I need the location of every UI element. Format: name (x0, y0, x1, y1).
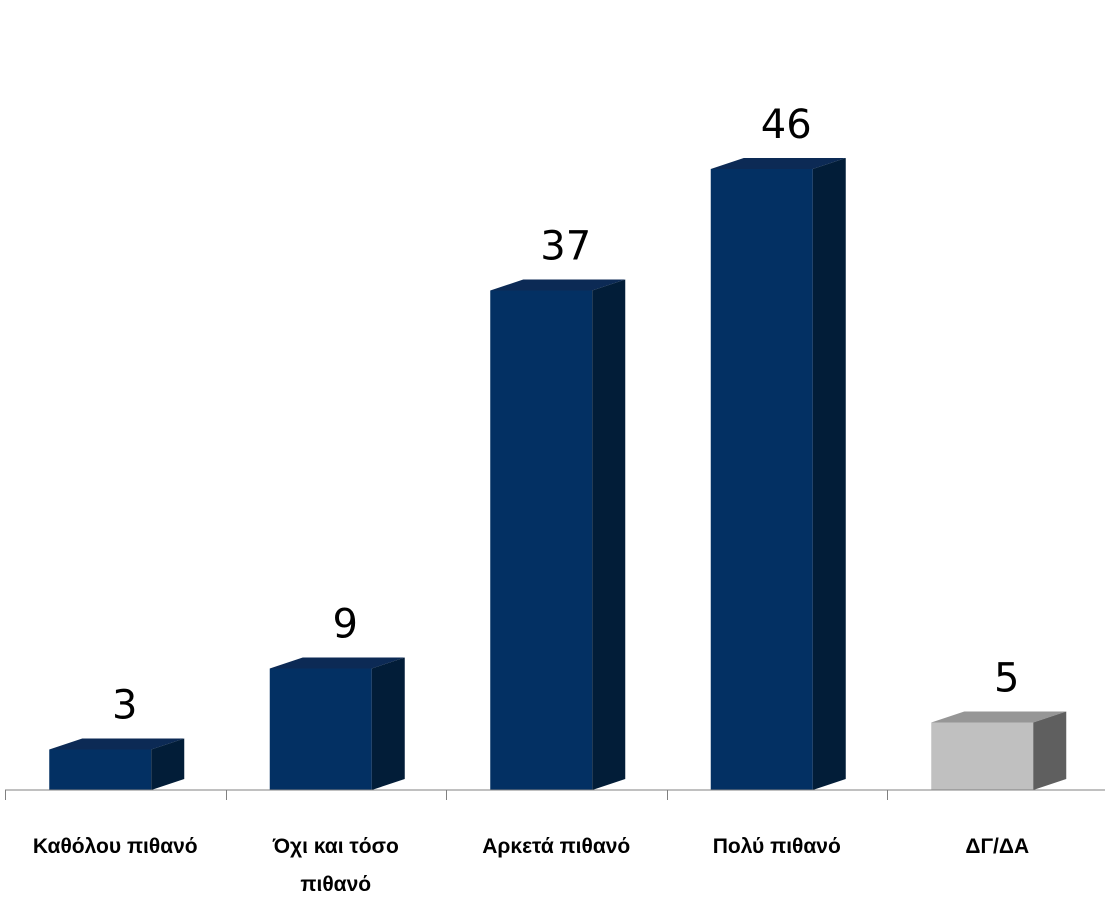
bar-side (151, 738, 185, 790)
bar-side (371, 657, 405, 790)
x-axis (5, 789, 1105, 800)
bar (931, 711, 1067, 790)
bar-front (49, 749, 152, 790)
bar-front (490, 290, 593, 790)
bar-top (710, 158, 846, 169)
bar (49, 738, 185, 790)
category-label: Καθόλου πιθανό (33, 835, 198, 858)
bar-side (592, 279, 626, 790)
bar-front (931, 722, 1034, 790)
bar-top (49, 738, 185, 750)
category-label: Αρκετά πιθανό (482, 835, 630, 858)
bar-front (710, 169, 813, 790)
value-label: 46 (761, 102, 812, 148)
bar-top (490, 279, 626, 291)
value-label: 3 (112, 683, 137, 729)
bar-side (1033, 711, 1067, 790)
value-label: 9 (333, 602, 358, 648)
bar-front (269, 668, 372, 790)
value-labels-group: 3 9 37 46 5 (112, 102, 1019, 729)
value-label: 5 (994, 656, 1019, 702)
bar-top (269, 657, 405, 669)
bar (710, 158, 846, 790)
bar (269, 657, 405, 790)
bars-group (49, 158, 1067, 790)
category-label: Πολύ πιθανό (713, 835, 841, 858)
bar-side (812, 158, 846, 790)
bar-top (931, 711, 1067, 723)
category-label: ΔΓ/ΔΑ (965, 835, 1029, 858)
value-label: 37 (540, 224, 591, 270)
category-labels-group: Καθόλου πιθανό Όχι και τόσο πιθανό Αρκετά π… (33, 835, 1029, 896)
category-label: Όχι και τόσο πιθανό (272, 835, 399, 896)
bar (490, 279, 626, 790)
